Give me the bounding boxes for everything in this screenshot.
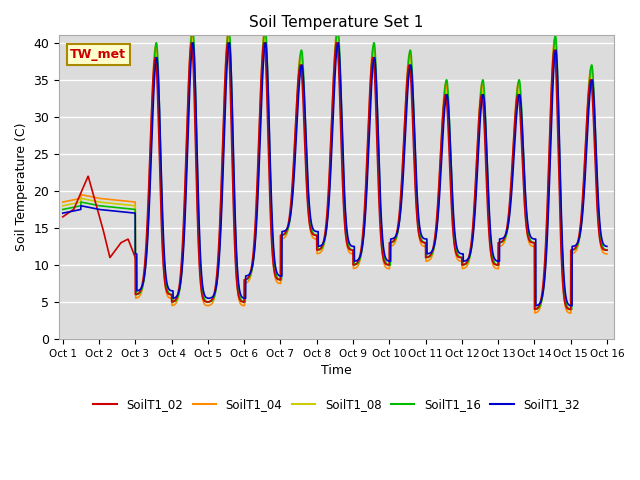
Text: TW_met: TW_met — [70, 48, 126, 61]
SoilT1_32 — [334, 40, 342, 46]
SoilT1_16 — [488, 247, 495, 253]
SoilT1_32 — [603, 243, 611, 249]
Line: SoilT1_08: SoilT1_08 — [63, 39, 607, 310]
SoilT1_32 — [315, 243, 323, 249]
SoilT1_08 — [315, 247, 323, 253]
SoilT1_08 — [157, 168, 164, 174]
X-axis label: Time: Time — [321, 364, 352, 377]
SoilT1_02 — [315, 247, 323, 252]
Legend: SoilT1_02, SoilT1_04, SoilT1_08, SoilT1_16, SoilT1_32: SoilT1_02, SoilT1_04, SoilT1_08, SoilT1_… — [88, 394, 585, 416]
SoilT1_02 — [567, 307, 575, 312]
SoilT1_16 — [457, 254, 465, 260]
SoilT1_02 — [157, 195, 164, 201]
Line: SoilT1_32: SoilT1_32 — [63, 43, 607, 306]
SoilT1_02 — [603, 247, 611, 253]
SoilT1_08 — [603, 247, 611, 253]
SoilT1_08 — [188, 36, 196, 42]
SoilT1_08 — [488, 251, 495, 256]
Line: SoilT1_16: SoilT1_16 — [63, 28, 607, 310]
SoilT1_16 — [315, 247, 323, 253]
SoilT1_16 — [603, 247, 611, 253]
SoilT1_08 — [457, 254, 465, 260]
SoilT1_32 — [488, 242, 495, 248]
Title: Soil Temperature Set 1: Soil Temperature Set 1 — [250, 15, 424, 30]
SoilT1_02 — [603, 247, 611, 253]
SoilT1_08 — [568, 307, 575, 312]
SoilT1_04 — [457, 258, 465, 264]
SoilT1_04 — [59, 199, 67, 205]
SoilT1_02 — [59, 214, 67, 220]
SoilT1_02 — [457, 255, 465, 261]
SoilT1_04 — [157, 180, 164, 186]
SoilT1_32 — [568, 303, 576, 309]
SoilT1_32 — [457, 251, 465, 256]
SoilT1_16 — [157, 149, 164, 155]
Y-axis label: Soil Temperature (C): Soil Temperature (C) — [15, 123, 28, 252]
Line: SoilT1_04: SoilT1_04 — [63, 32, 607, 313]
SoilT1_16 — [427, 253, 435, 259]
SoilT1_16 — [189, 25, 196, 31]
SoilT1_32 — [157, 143, 164, 148]
SoilT1_04 — [567, 310, 575, 316]
SoilT1_32 — [59, 210, 67, 216]
SoilT1_08 — [427, 253, 435, 259]
SoilT1_16 — [59, 206, 67, 212]
SoilT1_04 — [488, 256, 495, 262]
SoilT1_08 — [59, 203, 67, 209]
SoilT1_04 — [603, 251, 611, 257]
SoilT1_08 — [603, 247, 611, 253]
Line: SoilT1_02: SoilT1_02 — [63, 43, 607, 310]
SoilT1_04 — [603, 251, 611, 257]
SoilT1_04 — [225, 29, 232, 35]
SoilT1_16 — [568, 307, 575, 312]
SoilT1_04 — [315, 251, 323, 256]
SoilT1_02 — [488, 255, 495, 261]
SoilT1_16 — [603, 247, 611, 253]
SoilT1_32 — [427, 250, 435, 255]
SoilT1_32 — [603, 243, 611, 249]
SoilT1_02 — [427, 252, 435, 258]
SoilT1_04 — [427, 256, 435, 262]
SoilT1_02 — [260, 40, 268, 46]
